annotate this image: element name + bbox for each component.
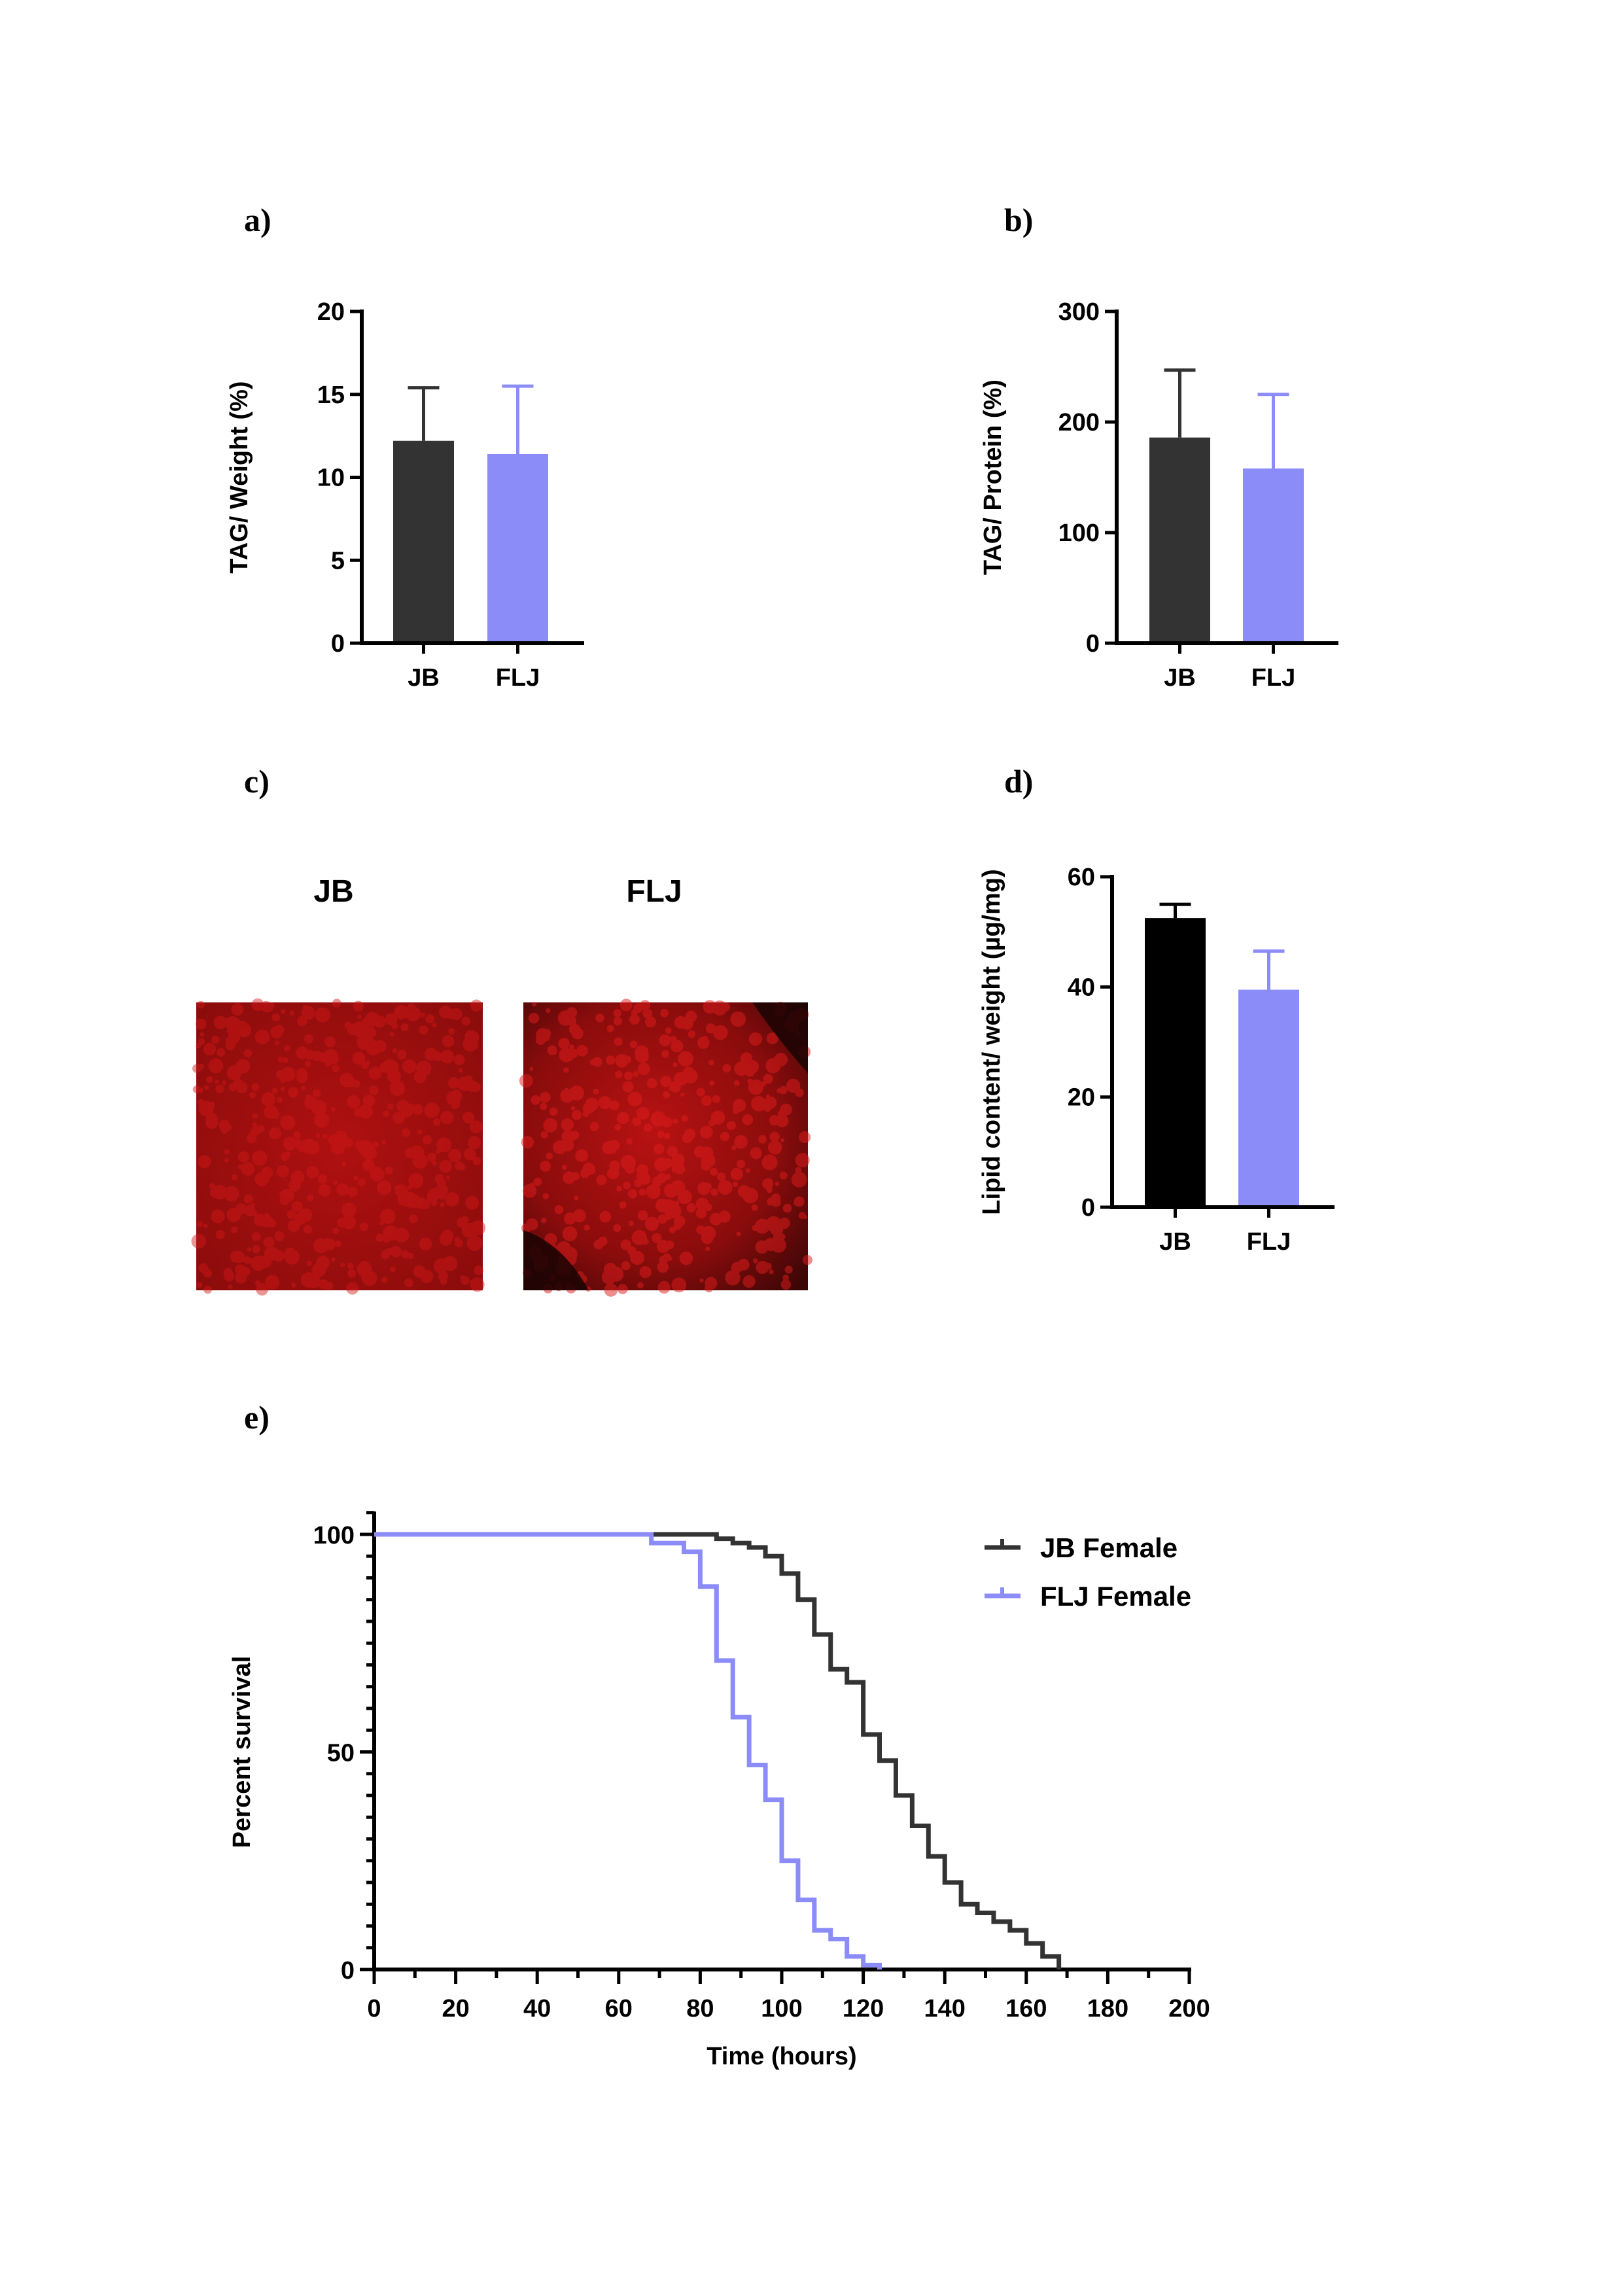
image-label-flj: FLJ [626,874,682,909]
y-tick-label: 100 [1058,520,1100,547]
image-label-jb: JB [313,874,353,909]
legend-label-flj-female: FLJ Female [1040,1581,1191,1612]
y-axis-title: TAG/ Weight (%) [226,381,253,573]
x-tick-label: 160 [1005,1995,1047,2022]
x-tick-label: FLJ [1247,1228,1291,1256]
bar-flj [1238,989,1299,1207]
x-axis-title: Time (hours) [707,2043,856,2070]
y-tick-label: 0 [1086,630,1100,658]
x-tick-label: 0 [367,1995,381,2022]
y-tick-label: 5 [331,547,345,574]
y-tick-label: 60 [1068,864,1095,891]
y-tick-label: 40 [1068,974,1095,1001]
y-tick-label: 15 [317,381,345,409]
x-tick-label: JB [1159,1228,1191,1256]
panel-label-a: a) [244,202,271,238]
jb-lipid-stain-image [191,998,486,1296]
bar-jb [1145,918,1206,1207]
x-tick-label: JB [408,664,440,692]
bar-jb [1149,437,1210,643]
x-tick-label: FLJ [496,664,540,692]
chart-d-lipid-content: JB FLJ 0 20 40 60 Lipid content/ weight (µg/mg… [978,864,1335,1256]
x-tick-label: 140 [924,1995,965,2022]
x-tick-label: 200 [1168,1995,1210,2022]
survival-curve-jb-female [374,1532,1062,1969]
x-tick-label: 40 [523,1995,551,2022]
bar-jb [393,440,454,643]
y-tick-label: 200 [1058,409,1100,436]
y-tick-label: 0 [1081,1194,1095,1222]
chart-b-tag-protein: JB FLJ 0 100 200 300 TAG/ Protein (%) [979,298,1338,692]
chart-a-tag-weight: JB FLJ 0 5 10 15 20 TAG/ Weight (%) [226,298,584,692]
bar-flj [487,454,548,643]
y-tick-label: 0 [331,630,345,658]
x-tick-label: JB [1164,664,1196,692]
panel-label-e: e) [244,1399,270,1436]
y-tick-label: 0 [341,1957,355,1985]
panel-label-b: b) [1004,202,1033,238]
x-tick-label: FLJ [1251,664,1296,692]
panel-label-d: d) [1004,763,1033,800]
x-tick-label: 60 [605,1995,633,2022]
flj-lipid-stain-image [519,998,812,1297]
panel-label-c: c) [244,763,270,800]
y-tick-label: 20 [1068,1084,1095,1112]
y-tick-label: 100 [313,1522,355,1549]
y-axis-title: TAG/ Protein (%) [979,380,1007,575]
y-tick-label: 300 [1058,298,1100,326]
legend-label-jb-female: JB Female [1040,1532,1178,1563]
chart-e-survival: 0 50 100 0 20 40 60 80 100 120 140 160 180 200 Time (h… [228,1511,1210,2070]
x-tick-label: 20 [442,1995,469,2022]
x-tick-label: 180 [1087,1995,1128,2022]
y-tick-label: 50 [327,1740,355,1767]
survival-curve-flj-female [374,1532,882,1969]
y-axis-title: Lipid content/ weight (µg/mg) [978,869,1005,1215]
x-tick-label: 80 [686,1995,714,2022]
y-tick-label: 20 [317,298,345,326]
x-tick-label: 100 [761,1995,802,2022]
y-axis-title: Percent survival [228,1656,256,1848]
x-tick-label: 120 [843,1995,884,2022]
bar-flj [1243,468,1304,643]
y-tick-label: 10 [317,465,345,492]
